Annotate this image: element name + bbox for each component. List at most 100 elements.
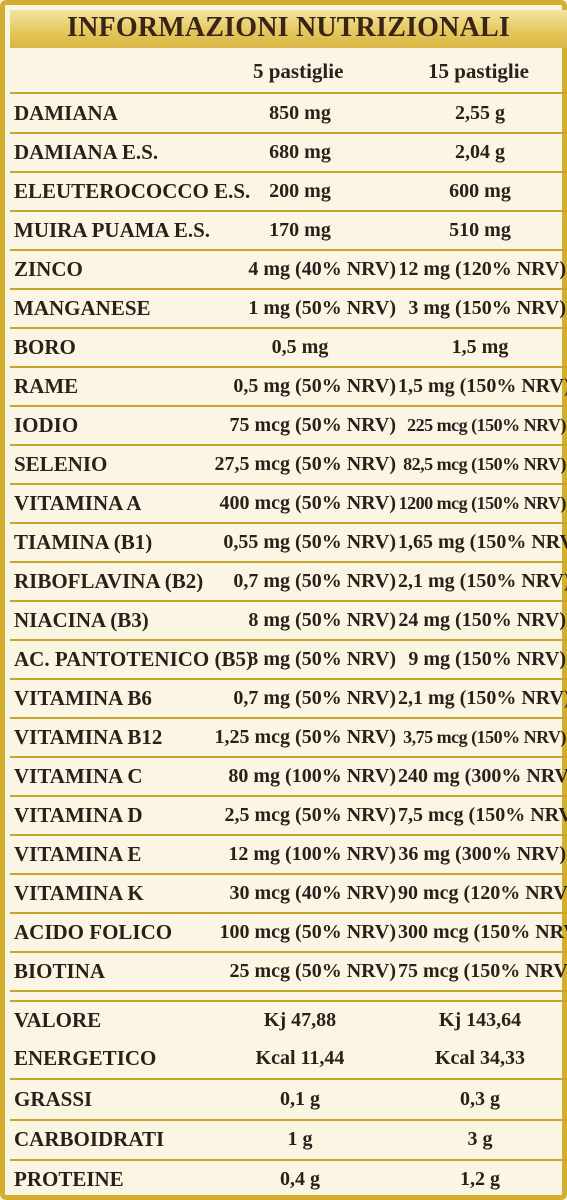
value-5-pastiglie: 400 mcg (50% NRV) <box>219 492 396 514</box>
value-5-pastiglie: 1,25 mcg (50% NRV) <box>214 726 396 748</box>
nutrient-name: VITAMINA A <box>14 491 142 515</box>
row-divider <box>10 990 567 992</box>
row-divider <box>10 522 567 524</box>
row-divider <box>10 288 567 290</box>
row-divider <box>10 405 567 407</box>
column-header-15: 15 pastiglie <box>428 59 529 83</box>
row-divider <box>10 834 567 836</box>
value-5-pastiglie: 0,1 g <box>280 1088 320 1110</box>
header-divider <box>10 92 567 94</box>
value-15-pastiglie: 1,5 mg <box>451 336 509 358</box>
value-5-pastiglie: 27,5 mcg (50% NRV) <box>214 453 396 475</box>
nutrient-name: BORO <box>14 335 76 359</box>
value-15-pastiglie: 510 mg <box>449 219 511 241</box>
row-divider <box>10 639 567 641</box>
value-15-pastiglie: 2,1 mg (150% NRV) <box>398 687 567 709</box>
table-row: TIAMINA (B1) 0,55 mg (50% NRV) 1,65 mg (15… <box>10 523 567 562</box>
value-15-pastiglie: 2,55 g <box>455 102 505 124</box>
row-divider <box>10 327 567 329</box>
value-5-pastiglie: 100 mcg (50% NRV) <box>219 921 396 943</box>
table-row: RAME 0,5 mg (50% NRV) 1,5 mg (150% NRV) <box>10 367 567 406</box>
row-divider <box>10 756 567 758</box>
table-row: VITAMINA D 2,5 mcg (50% NRV) 7,5 mcg (150%… <box>10 796 567 835</box>
nutrient-name: RIBOFLAVINA (B2) <box>14 569 204 593</box>
table-row: DAMIANA 850 mg 2,55 g <box>10 94 567 133</box>
nutrient-name: VITAMINA K <box>14 881 144 905</box>
value-15-pastiglie: 1,65 mg (150% NRV) <box>398 531 567 553</box>
value-5-pastiglie: 200 mg <box>269 180 331 202</box>
row-divider <box>10 1078 567 1080</box>
table-row: AC. PANTOTENICO (B5) 3 mg (50% NRV) 9 mg (… <box>10 640 567 679</box>
row-divider <box>10 366 567 368</box>
value-15-pastiglie: 36 mg (300% NRV) <box>398 843 566 865</box>
value-15-pastiglie: 240 mg (300% NRV) <box>398 765 567 787</box>
nutrient-name: ELEUTEROCOCCO E.S. <box>14 179 251 203</box>
table-row: VITAMINA C 80 mg (100% NRV) 240 mg (300% N… <box>10 757 567 796</box>
value-5-pastiglie: 12 mg (100% NRV) <box>228 843 396 865</box>
row-divider <box>10 1159 567 1161</box>
energy-kcal-5: Kcal 11,44 <box>255 1047 345 1069</box>
table-row: VITAMINA K 30 mcg (40% NRV) 90 mcg (120% N… <box>10 874 567 913</box>
value-5-pastiglie: 0,5 mg <box>271 336 329 358</box>
table-row: GRASSI 0,1 g 0,3 g <box>10 1080 567 1119</box>
value-15-pastiglie: 75 mcg (150% NRV) <box>398 960 567 982</box>
nutrient-name: CARBOIDRATI <box>14 1127 165 1151</box>
table-row: PROTEINE 0,4 g 1,2 g <box>10 1160 567 1199</box>
value-15-pastiglie: 24 mg (150% NRV) <box>398 609 566 631</box>
table-row: DAMIANA E.S. 680 mg 2,04 g <box>10 133 567 172</box>
table-row: IODIO 75 mcg (50% NRV) 225 mcg (150% NRV) <box>10 406 567 445</box>
value-5-pastiglie: 0,7 mg (50% NRV) <box>233 570 396 592</box>
value-5-pastiglie: 170 mg <box>269 219 331 241</box>
nutrient-name: ZINCO <box>14 257 83 281</box>
energy-label-2: ENERGETICO <box>14 1046 157 1070</box>
table-row: VITAMINA A 400 mcg (50% NRV) 1200 mcg (150… <box>10 484 567 523</box>
nutrient-name: RAME <box>14 374 79 398</box>
value-15-pastiglie: 3 g <box>467 1128 493 1150</box>
nutrient-name: DAMIANA <box>14 101 118 125</box>
row-divider <box>10 210 567 212</box>
nutrient-name: VITAMINA B12 <box>14 725 163 749</box>
value-15-pastiglie: 3 mg (150% NRV) <box>408 297 566 319</box>
table-row: NIACINA (B3) 8 mg (50% NRV) 24 mg (150% NR… <box>10 601 567 640</box>
table-row: RIBOFLAVINA (B2) 0,7 mg (50% NRV) 2,1 mg (… <box>10 562 567 601</box>
nutrient-name: BIOTINA <box>14 959 106 983</box>
energy-kj-5: Kj 47,88 <box>263 1009 337 1031</box>
table-row: MANGANESE 1 mg (50% NRV) 3 mg (150% NRV) <box>10 289 567 328</box>
value-15-pastiglie: 2,1 mg (150% NRV) <box>398 570 567 592</box>
energy-kcal-15: Kcal 34,33 <box>435 1047 525 1069</box>
row-divider <box>10 171 567 173</box>
energy-row-kj: VALORE Kj 47,88 Kj 143,64 <box>10 1001 567 1040</box>
value-5-pastiglie: 4 mg (40% NRV) <box>248 258 396 280</box>
nutrient-name: AC. PANTOTENICO (B5) <box>14 647 253 671</box>
column-header-5: 5 pastiglie <box>253 59 344 83</box>
nutrient-name: MUIRA PUAMA E.S. <box>14 218 211 242</box>
value-15-pastiglie: 600 mg <box>449 180 511 202</box>
row-divider <box>10 600 567 602</box>
row-divider <box>10 912 567 914</box>
nutrient-name: TIAMINA (B1) <box>14 530 153 554</box>
value-15-pastiglie: 1,5 mg (150% NRV) <box>398 375 567 397</box>
nutrient-name: NIACINA (B3) <box>14 608 149 632</box>
value-5-pastiglie: 75 mcg (50% NRV) <box>229 414 396 436</box>
table-row: ACIDO FOLICO 100 mcg (50% NRV) 300 mcg (15… <box>10 913 567 952</box>
row-divider <box>10 561 567 563</box>
table-row: ELEUTEROCOCCO E.S. 200 mg 600 mg <box>10 172 567 211</box>
row-divider <box>10 444 567 446</box>
value-15-pastiglie: 90 mcg (120% NRV) <box>398 882 567 904</box>
table-row: CARBOIDRATI 1 g 3 g <box>10 1120 567 1159</box>
value-5-pastiglie: 0,7 mg (50% NRV) <box>233 687 396 709</box>
nutrient-name: VITAMINA C <box>14 764 143 788</box>
table-row: SELENIO 27,5 mcg (50% NRV) 82,5 mcg (150% … <box>10 445 567 484</box>
nutrient-name: MANGANESE <box>14 296 151 320</box>
table-row: BIOTINA 25 mcg (50% NRV) 75 mcg (150% NRV) <box>10 952 567 991</box>
value-15-pastiglie: 12 mg (120% NRV) <box>398 258 566 280</box>
value-15-pastiglie: 1200 mcg (150% NRV) <box>398 493 567 513</box>
row-divider <box>10 678 567 680</box>
value-5-pastiglie: 0,55 mg (50% NRV) <box>223 531 396 553</box>
value-5-pastiglie: 30 mcg (40% NRV) <box>229 882 396 904</box>
table-row: ZINCO 4 mg (40% NRV) 12 mg (120% NRV) <box>10 250 567 289</box>
value-5-pastiglie: 0,5 mg (50% NRV) <box>233 375 396 397</box>
row-divider <box>10 1119 567 1121</box>
nutrient-name: VITAMINA D <box>14 803 143 827</box>
value-15-pastiglie: 3,75 mcg (150% NRV) <box>403 727 566 747</box>
